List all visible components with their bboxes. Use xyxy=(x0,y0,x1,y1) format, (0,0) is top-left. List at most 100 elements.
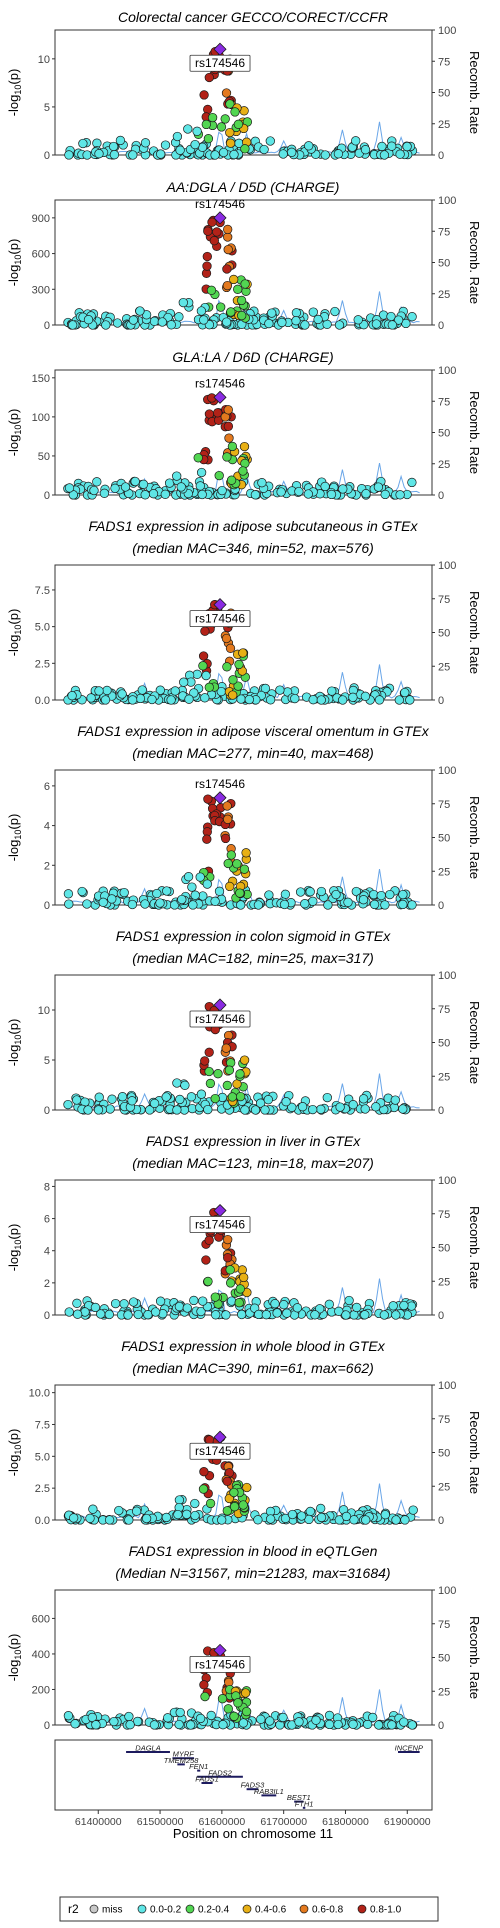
snp-point xyxy=(236,889,245,898)
snp-point xyxy=(240,442,249,451)
snp-point xyxy=(392,1516,401,1525)
snp-point xyxy=(108,1095,117,1104)
snp-point xyxy=(317,1513,326,1522)
y-axis-title: -log10(p) xyxy=(6,1429,23,1477)
snp-point xyxy=(406,696,415,705)
snp-point xyxy=(261,1106,270,1115)
snp-point xyxy=(267,309,276,318)
y-tick-label: 0 xyxy=(44,320,50,332)
snp-point xyxy=(336,1103,345,1112)
snp-point xyxy=(144,1310,153,1319)
snp-point xyxy=(227,1297,236,1306)
snp-point xyxy=(202,671,211,680)
snp-point xyxy=(239,649,248,658)
snp-point xyxy=(175,1302,184,1311)
snp-point xyxy=(108,895,117,904)
legend-label: 0.6-0.8 xyxy=(312,1905,344,1916)
snp-point xyxy=(233,285,242,294)
snp-point xyxy=(278,318,287,327)
y2-tick-label: 75 xyxy=(438,1619,450,1631)
lead-snp-label: rs174546 xyxy=(195,1657,245,1671)
y-tick-label: 6 xyxy=(44,1214,50,1226)
snp-point xyxy=(380,1311,389,1320)
snp-point xyxy=(265,1717,274,1726)
snp-point xyxy=(65,484,74,493)
snp-point xyxy=(306,887,315,896)
panel-1: Colorectal cancer GECCO/CORECT/CCFR05100… xyxy=(6,9,482,162)
snp-point xyxy=(279,1713,288,1722)
snp-point xyxy=(234,120,243,129)
legend-swatch xyxy=(138,1905,146,1913)
snp-point xyxy=(161,141,170,150)
y2-tick-label: 0 xyxy=(438,320,444,332)
gene-track: DAGLA INCENPMYRFTMEM258FEN1FADS2FADS1FADS… xyxy=(55,1740,432,1810)
y-tick-label: 7.5 xyxy=(35,585,50,597)
snp-point xyxy=(334,1720,343,1729)
snp-point xyxy=(204,227,213,236)
snp-point xyxy=(288,1510,297,1519)
y-tick-label: 2 xyxy=(44,1278,50,1290)
snp-point xyxy=(188,883,197,892)
y2-tick-label: 25 xyxy=(438,119,450,131)
snp-point xyxy=(401,688,410,697)
snp-point xyxy=(266,137,275,146)
snp-point xyxy=(199,1485,208,1494)
y-tick-label: 5 xyxy=(44,1055,50,1067)
legend-swatch xyxy=(243,1905,251,1913)
snp-point xyxy=(224,406,233,415)
snp-point xyxy=(226,1266,235,1275)
gene-label: FTH1 xyxy=(295,1799,314,1808)
snp-point xyxy=(174,1510,183,1519)
snp-point xyxy=(251,1106,260,1115)
y-tick-label: 0 xyxy=(44,1310,50,1322)
y2-tick-label: 0 xyxy=(438,1310,444,1322)
snp-point xyxy=(103,686,112,695)
y2-tick-label: 50 xyxy=(438,88,450,100)
legend-label: 0.4-0.6 xyxy=(255,1905,287,1916)
snp-point xyxy=(196,1714,205,1723)
snp-point xyxy=(361,145,370,154)
snp-point xyxy=(408,312,417,321)
panel-title: AA:DGLA / D5D (CHARGE) xyxy=(166,179,340,195)
snp-point xyxy=(217,123,226,132)
snp-point xyxy=(79,139,88,148)
y-tick-label: 5.0 xyxy=(35,1451,50,1463)
snp-point xyxy=(223,1253,232,1262)
snp-point xyxy=(359,895,368,904)
lead-snp-label: rs174546 xyxy=(195,777,245,791)
y2-tick-label: 75 xyxy=(438,799,450,811)
snp-point xyxy=(149,489,158,498)
y2-tick-label: 0 xyxy=(438,900,444,912)
snp-point xyxy=(151,1308,160,1317)
snp-point xyxy=(213,409,222,418)
snp-point xyxy=(124,1311,133,1320)
snp-point xyxy=(225,882,234,891)
y-tick-label: 2.5 xyxy=(35,1483,50,1495)
snp-point xyxy=(215,471,224,480)
y-axis-title: -log10(p) xyxy=(6,69,23,117)
snp-point xyxy=(176,146,185,155)
snp-point xyxy=(362,489,371,498)
snp-point xyxy=(317,696,326,705)
snp-point xyxy=(241,145,250,154)
snp-point xyxy=(359,1095,368,1104)
snp-point xyxy=(211,1311,220,1320)
plot-frame xyxy=(55,30,432,155)
snp-point xyxy=(218,1694,227,1703)
snp-point xyxy=(175,313,184,322)
y-tick-label: 4 xyxy=(44,1246,50,1258)
y-tick-label: 0 xyxy=(44,1105,50,1117)
snp-point xyxy=(106,1105,115,1114)
snp-point xyxy=(361,1311,370,1320)
snp-point xyxy=(172,472,181,481)
snp-point xyxy=(194,454,203,463)
y2-axis-title: Recomb. Rate xyxy=(467,221,482,304)
y2-tick-label: 25 xyxy=(438,866,450,878)
snp-point xyxy=(206,1499,215,1508)
snp-point xyxy=(223,1235,232,1244)
snp-point xyxy=(221,834,230,843)
snp-point xyxy=(200,1681,209,1690)
snp-point xyxy=(179,298,188,307)
snp-point xyxy=(223,1477,232,1486)
snp-point xyxy=(229,676,238,685)
